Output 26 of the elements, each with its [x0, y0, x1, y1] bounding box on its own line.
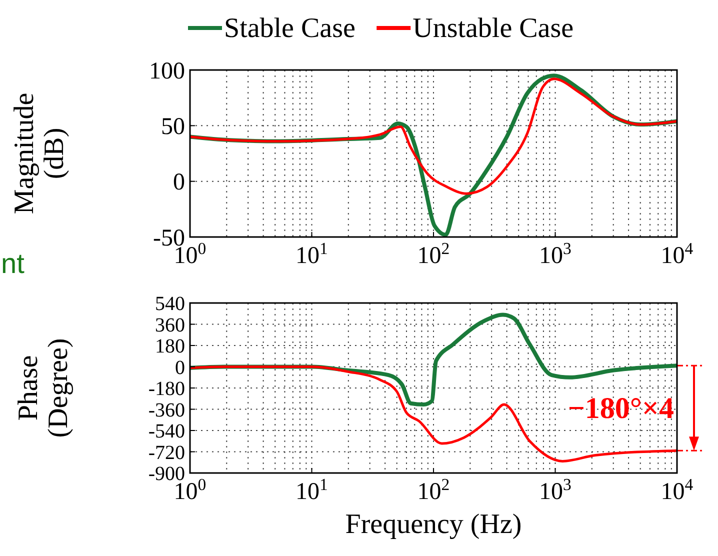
- x-tick-label: 10$^{4}$: [660, 474, 694, 505]
- x-tick-label: 10$^{1}$: [296, 474, 328, 505]
- x-tick-label: 10$^{3}$: [539, 238, 572, 269]
- x-tick-label: 10$^{2}$: [417, 238, 450, 269]
- x-axis-title: Frequency (Hz): [345, 509, 522, 540]
- x-tick-label: 10$^{1}$: [296, 238, 328, 269]
- y-tick-label: 0: [173, 170, 185, 196]
- y-axis-title: Phase (Degree): [13, 338, 74, 438]
- y-tick-label: -180: [148, 378, 185, 400]
- y-axis-title: Magnitude (dB): [9, 92, 70, 214]
- y-tick-label: -720: [148, 442, 185, 464]
- y-tick-label: 50: [161, 114, 185, 140]
- x-tick-label: 10$^{3}$: [539, 474, 572, 505]
- legend-label: Unstable Case: [412, 13, 574, 44]
- text: nt: [1, 248, 25, 279]
- y-tick-label: -540: [148, 420, 185, 442]
- y-tick-label: 180: [155, 336, 185, 358]
- x-tick-label: 10$^{4}$: [660, 238, 694, 269]
- y-tick-label: 540: [155, 293, 185, 315]
- y-tick-label: 360: [155, 314, 185, 336]
- y-tick-label: 100: [149, 58, 185, 84]
- y-tick-label: -360: [148, 399, 185, 422]
- legend-label: Stable Case: [224, 13, 356, 44]
- annotation: −180°×4: [568, 392, 674, 426]
- y-tick-label: 0: [175, 356, 185, 379]
- x-tick-label: 10$^{2}$: [417, 474, 450, 505]
